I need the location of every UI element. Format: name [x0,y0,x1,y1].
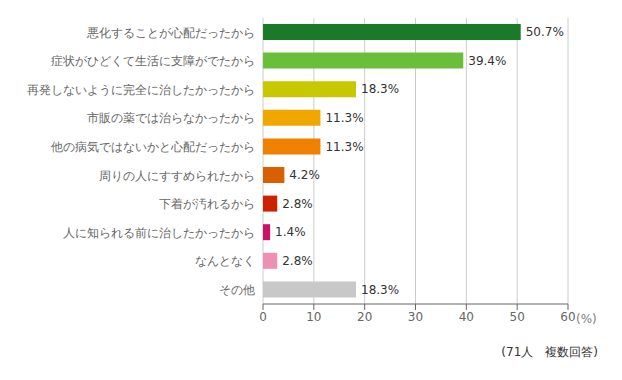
svg-text:4.2%: 4.2% [289,168,320,182]
svg-text:20: 20 [357,310,372,324]
svg-text:10: 10 [306,310,321,324]
html-text:(71人 複数回答): (71人 複数回答) [501,345,598,359]
svg-text:周りの人にすすめられたから: 周りの人にすすめられたから [99,169,255,183]
svg-text:2.8%: 2.8% [282,197,313,211]
svg-text:再発しないように完全に治したかったから: 再発しないように完全に治したかったから [27,83,255,97]
svg-text:11.3%: 11.3% [325,111,363,125]
svg-text:1.4%: 1.4% [275,225,306,239]
svg-text:50.7%: 50.7% [526,25,564,39]
svg-text:11.3%: 11.3% [325,140,363,154]
svg-text:30: 30 [408,310,423,324]
svg-text:39.4%: 39.4% [468,54,506,68]
svg-text:2.8%: 2.8% [282,254,313,268]
svg-text:悪化することが心配だったから: 悪化することが心配だったから [86,26,255,40]
svg-text:0: 0 [259,310,267,324]
svg-text:(%): (%) [576,312,597,326]
svg-text:なんとなく: なんとなく [195,254,255,268]
svg-text:人に知られる前に治したかったから: 人に知られる前に治したかったから [63,226,255,240]
svg-text:60: 60 [560,310,575,324]
svg-text:50: 50 [510,310,525,324]
svg-text:その他: その他 [219,283,255,297]
svg-text:18.3%: 18.3% [361,82,399,96]
svg-text:40: 40 [459,310,474,324]
svg-text:市販の薬では治らなかったから: 市販の薬では治らなかったから [87,111,255,125]
svg-text:下着が汚れるから: 下着が汚れるから [159,197,255,211]
svg-text:他の病気ではないかと心配だったから: 他の病気ではないかと心配だったから [51,140,255,154]
svg-text:症状がひどくて生活に支障がでたから: 症状がひどくて生活に支障がでたから [51,54,255,68]
svg-text:18.3%: 18.3% [361,283,399,297]
